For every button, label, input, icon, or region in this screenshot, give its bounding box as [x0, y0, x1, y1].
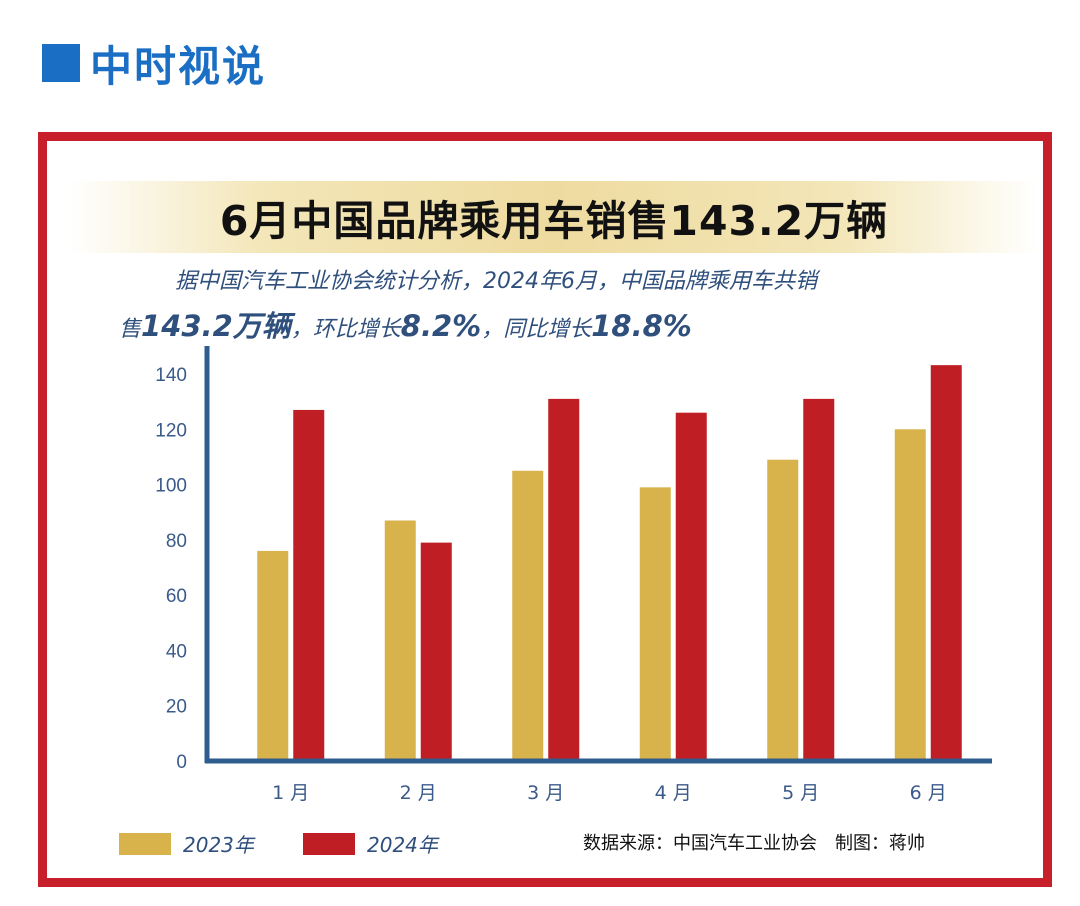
- x-tick-label: 3 月: [527, 782, 564, 804]
- y-tick-label: 40: [166, 641, 187, 662]
- header-square-icon: [42, 44, 80, 82]
- desc-text: ，同比增长: [481, 317, 592, 342]
- bar-2023年-2: [384, 520, 416, 761]
- bar-2024年-1: [293, 409, 325, 761]
- title-banner: 6月中国品牌乘用车销售143.2万辆: [69, 181, 1039, 253]
- bar-2024年-4: [675, 412, 707, 761]
- x-tick-label: 4 月: [655, 782, 692, 804]
- legend-swatch-2024: [303, 832, 355, 855]
- bar-2023年-5: [767, 459, 799, 761]
- y-tick-label: 0: [176, 752, 187, 773]
- description-line-1: 据中国汽车工业协会统计分析，2024年6月，中国品牌乘用车共销: [175, 269, 817, 294]
- desc-text: ，环比增长: [290, 317, 401, 342]
- bar-2023年-4: [639, 487, 671, 761]
- legend-item-2023: 2023年: [119, 829, 254, 858]
- bar-2023年-6: [894, 429, 926, 761]
- legend-item-2024: 2024年: [303, 829, 438, 858]
- section-header: 中时视说: [42, 38, 266, 91]
- bar-2023年-1: [257, 550, 289, 761]
- bar-2023年-3: [512, 470, 544, 761]
- y-tick-label: 20: [166, 697, 187, 718]
- y-tick-label: 120: [155, 420, 187, 441]
- y-tick-label: 140: [155, 365, 187, 386]
- y-tick-label: 100: [155, 476, 187, 497]
- legend-swatch-2023: [119, 832, 171, 855]
- bar-2024年-2: [420, 542, 452, 761]
- bar-2024年-3: [548, 398, 580, 761]
- desc-highlight-mom: 8.2%: [400, 309, 482, 343]
- bar-2024年-6: [930, 365, 962, 761]
- bar-2024年-5: [803, 398, 835, 761]
- chart-panel: 6月中国品牌乘用车销售143.2万辆 据中国汽车工业协会统计分析，2024年6月…: [38, 132, 1052, 887]
- source-credit: 数据来源：中国汽车工业协会 制图：蒋帅: [583, 833, 925, 854]
- chart-title: 6月中国品牌乘用车销售143.2万辆: [219, 197, 889, 245]
- x-tick-label: 6 月: [910, 782, 947, 804]
- y-tick-label: 80: [166, 531, 187, 552]
- desc-text: 售: [119, 317, 142, 342]
- legend-label-2024: 2024年: [367, 833, 438, 857]
- y-tick-label: 60: [166, 586, 187, 607]
- description-line-2: 售143.2万辆，环比增长8.2%，同比增长18.8%: [119, 303, 692, 345]
- legend-label-2023: 2023年: [183, 833, 254, 857]
- x-tick-label: 1 月: [272, 782, 309, 804]
- section-title: 中时视说: [90, 41, 267, 91]
- desc-highlight-sales: 143.2万辆: [141, 309, 291, 343]
- x-tick-label: 5 月: [782, 782, 819, 804]
- desc-highlight-yoy: 18.8%: [591, 309, 692, 343]
- x-tick-label: 2 月: [400, 782, 437, 804]
- bar-chart: 0 20 40 60 80 100 120 140 1 月 2 月 3 月 4 月 5 月 6 月: [155, 346, 992, 804]
